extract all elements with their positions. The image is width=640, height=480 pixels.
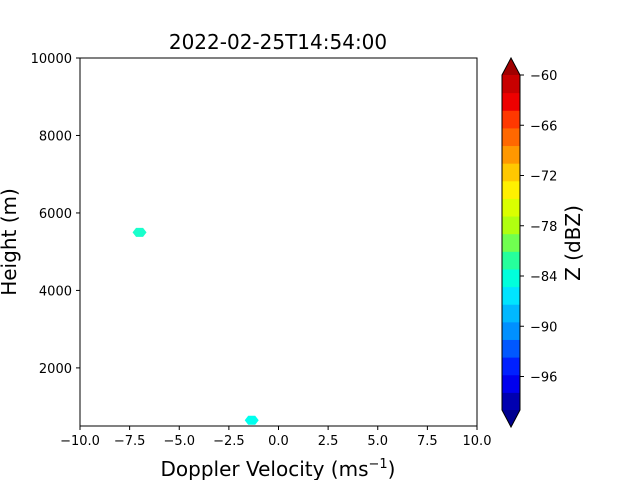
- colorbar-tick-label: −90: [530, 320, 557, 335]
- x-axis-label-sup: −1: [369, 457, 388, 472]
- colorbar-outline: [501, 56, 521, 429]
- x-tick-label: 10.0: [463, 434, 492, 449]
- colorbar-tick-label: −60: [530, 69, 557, 84]
- colorbar: −60 −66 −72 −78 −84 −90 −96: [501, 56, 557, 429]
- x-axis-ticks: −10.0 −7.5 −5.0 −2.5 0.0 2.5 5.0 7.5 10.0: [60, 426, 491, 449]
- plot-frame: [79, 57, 478, 427]
- colorbar-segment: [502, 357, 520, 376]
- colorbar-tick-label: −72: [530, 170, 557, 185]
- colorbar-tick-label: −78: [530, 220, 557, 235]
- x-tick-label: −2.5: [213, 434, 245, 449]
- colorbar-segments: [502, 75, 520, 411]
- y-tick-label: 6000: [39, 207, 72, 222]
- colorbar-segment: [502, 251, 520, 270]
- colorbar-segment: [502, 392, 520, 411]
- colorbar-tick-label: −96: [530, 371, 557, 386]
- x-tick-label: 2.5: [318, 434, 339, 449]
- data-point: [244, 415, 259, 425]
- chart-title: 2022-02-25T14:54:00: [169, 30, 387, 54]
- colorbar-segment: [502, 92, 520, 111]
- colorbar-segment: [502, 216, 520, 235]
- colorbar-segment: [502, 374, 520, 393]
- colorbar-segment: [502, 198, 520, 217]
- y-axis-label: Height (m): [0, 188, 21, 296]
- plot-area: −10.0 −7.5 −5.0 −2.5 0.0 2.5 5.0 7.5 10.0 2000 40…: [31, 52, 492, 449]
- colorbar-tick-label: −84: [530, 270, 557, 285]
- colorbar-segment: [502, 304, 520, 323]
- colorbar-label: Z (dBZ): [561, 205, 585, 281]
- y-tick-label: 4000: [39, 284, 72, 299]
- x-tick-label: −10.0: [60, 434, 100, 449]
- x-tick-label: 5.0: [367, 434, 388, 449]
- colorbar-segment: [502, 339, 520, 358]
- colorbar-segment: [502, 180, 520, 199]
- y-tick-label: 2000: [39, 362, 72, 377]
- colorbar-segment: [502, 110, 520, 129]
- colorbar-under-extension: [502, 410, 520, 427]
- x-tick-label: −5.0: [163, 434, 195, 449]
- data-points: [132, 227, 259, 425]
- x-tick-label: −7.5: [114, 434, 146, 449]
- x-axis-label-main: Doppler Velocity (ms: [161, 457, 369, 480]
- colorbar-segment: [502, 286, 520, 305]
- colorbar-over-extension: [502, 58, 520, 75]
- data-point: [132, 227, 147, 237]
- colorbar-segment: [502, 268, 520, 288]
- x-axis-label-close: ): [388, 457, 396, 480]
- colorbar-segment: [502, 233, 520, 252]
- y-axis-ticks: 2000 4000 6000 8000 10000: [31, 52, 80, 377]
- colorbar-segment: [502, 321, 520, 340]
- colorbar-segment: [502, 75, 520, 94]
- y-tick-label: 10000: [31, 52, 72, 67]
- colorbar-tick-label: −66: [530, 119, 557, 134]
- colorbar-ticks: −60 −66 −72 −78 −84 −90 −96: [520, 69, 557, 386]
- colorbar-segment: [502, 127, 520, 147]
- x-tick-label: 7.5: [417, 434, 438, 449]
- colorbar-segment: [502, 163, 520, 182]
- colorbar-segment: [502, 145, 520, 164]
- x-axis-label: Doppler Velocity (ms−1): [161, 457, 396, 480]
- x-tick-label: 0.0: [268, 434, 289, 449]
- y-tick-label: 8000: [39, 129, 72, 144]
